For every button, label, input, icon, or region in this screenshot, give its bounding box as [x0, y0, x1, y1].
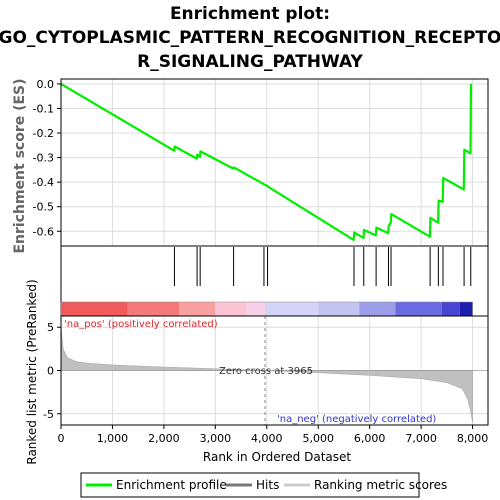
legend-metric-label: Ranking metric scores	[314, 478, 447, 492]
x-tick-label-8: 8,000	[457, 432, 489, 445]
es-ytick-label-1: -0.1	[33, 102, 54, 115]
x-tick-label-2: 2,000	[148, 432, 180, 445]
es-ytick-label-5: -0.5	[33, 201, 54, 214]
heatmap-segment-5	[264, 302, 319, 316]
heatmap-segment-3	[215, 302, 247, 316]
es-ytick-label-2: -0.2	[33, 127, 54, 140]
heatmap-segment-9	[441, 302, 460, 316]
legend-hits-label: Hits	[256, 478, 279, 492]
legend-enrichment-label: Enrichment profile	[116, 478, 227, 492]
es-ytick-label-0: 0.0	[37, 78, 55, 91]
es-panel: 0.0 -0.1 -0.2 -0.3 -0.4 -0.5 -0.6	[33, 78, 489, 247]
chart-title-line-2: GO_CYTOPLASMIC_PATTERN_RECOGNITION_RECEP…	[0, 28, 500, 48]
positive-correlation-label: 'na_pos' (positively correlated)	[64, 319, 218, 330]
metric-y-axis-label: Ranked list metric (PreRanked)	[25, 279, 39, 464]
es-ytick-label-3: -0.3	[33, 152, 54, 165]
ranking-metric-area	[60, 325, 473, 423]
es-plot-area	[61, 79, 488, 246]
legend: Enrichment profile Hits Ranking metric s…	[80, 472, 447, 498]
heatmap-segment-8	[395, 302, 442, 316]
x-tick-label-1: 1,000	[97, 432, 129, 445]
heatmap-segment-10	[459, 302, 473, 316]
es-ytick-label-4: -0.4	[33, 176, 54, 189]
heatmap-bar	[60, 301, 473, 317]
enrichment-profile-line	[60, 82, 473, 241]
x-tick-label-5: 5,000	[302, 432, 334, 445]
es-y-axis-label: Enrichment score (ES)	[12, 78, 28, 253]
metric-ytick-label-2: -5	[43, 408, 54, 421]
x-tick-label-0: 0	[58, 432, 65, 445]
es-ytick-label-6: -0.6	[33, 225, 54, 238]
metric-ytick-label-0: 5	[47, 321, 54, 334]
chart-title-line-1: Enrichment plot:	[170, 4, 330, 24]
heatmap-segment-7	[359, 302, 396, 316]
heatmap-segment-6	[318, 302, 360, 316]
heatmap-segment-1	[127, 302, 180, 316]
negative-correlation-label: 'na_neg' (negatively correlated)	[277, 414, 436, 425]
heatmap-segment-4	[246, 302, 265, 316]
metric-panel: 5 0 -5 Zero cross at 3965 'na_pos' (positive…	[43, 315, 489, 426]
heatmap-segment-2	[179, 302, 216, 316]
metric-ytick-label-1: 0	[47, 365, 54, 378]
x-tick-label-3: 3,000	[200, 432, 232, 445]
x-tick-label-7: 7,000	[405, 432, 437, 445]
chart-title-line-3: R_SIGNALING_PATHWAY	[137, 52, 363, 72]
heatmap-segment-0	[61, 302, 128, 316]
x-axis: 0 1,000 2,000 3,000 4,000 5,000 6,000 7,000 8,00…	[58, 425, 489, 445]
zero-cross-label: Zero cross at 3965	[219, 366, 313, 377]
x-axis-label: Rank in Ordered Dataset	[203, 450, 351, 464]
x-tick-label-4: 4,000	[251, 432, 283, 445]
x-tick-label-6: 6,000	[354, 432, 386, 445]
metric-frame	[60, 315, 489, 426]
